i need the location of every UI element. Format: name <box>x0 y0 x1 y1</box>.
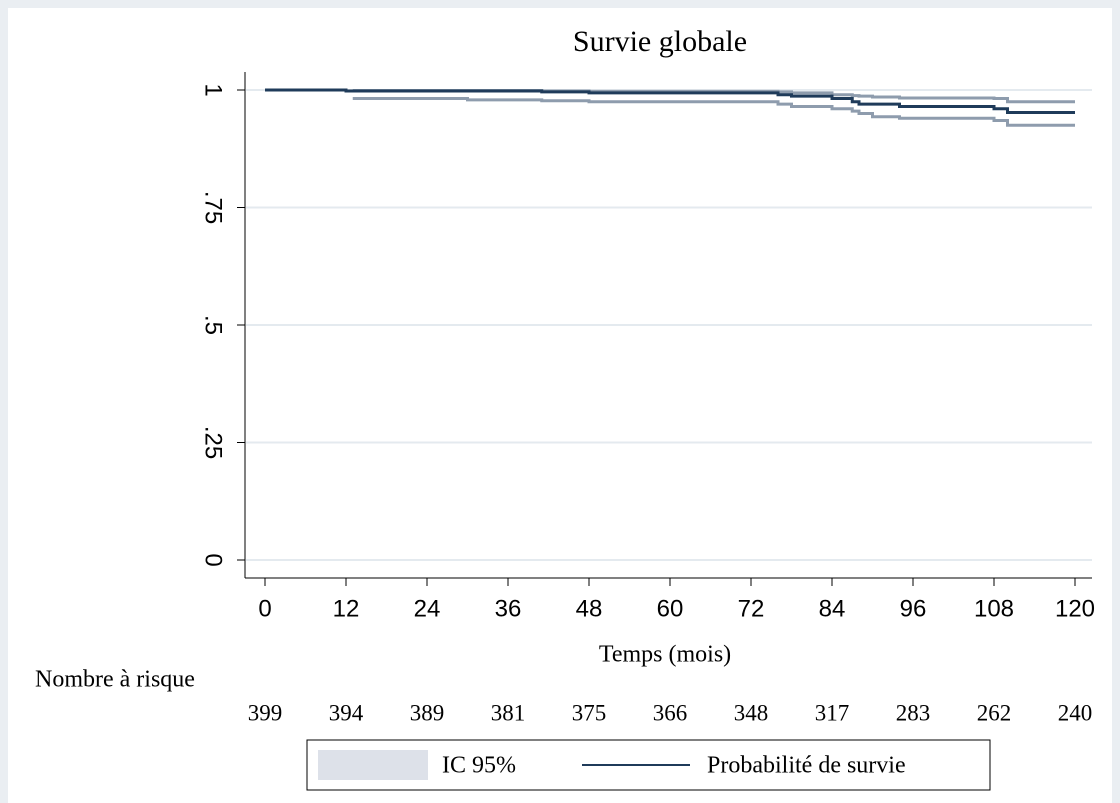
y-tick-label: .75 <box>200 191 227 224</box>
y-tick-label: .25 <box>200 426 227 459</box>
risk-count: 366 <box>653 700 688 725</box>
y-tick-label: 0 <box>200 553 227 566</box>
x-tick-label: 60 <box>657 595 684 622</box>
risk-count: 399 <box>248 700 283 725</box>
y-tick-label: 1 <box>200 83 227 96</box>
risk-table-label: Nombre à risque <box>35 667 195 693</box>
x-tick-label: 120 <box>1055 595 1095 622</box>
legend-label: IC 95% <box>442 753 516 779</box>
risk-count: 317 <box>815 700 850 725</box>
risk-count: 394 <box>329 700 364 725</box>
graph-region <box>8 8 1112 803</box>
x-tick-label: 84 <box>819 595 846 622</box>
survival-line <box>265 88 1075 115</box>
x-tick-label: 108 <box>974 595 1014 622</box>
risk-count: 262 <box>977 700 1012 725</box>
x-tick-label: 48 <box>576 595 603 622</box>
x-tick-label: 96 <box>900 595 927 622</box>
x-tick-label: 12 <box>333 595 360 622</box>
legend-label: Probabilité de survie <box>707 753 906 779</box>
y-tick-label: .5 <box>200 315 227 335</box>
risk-count: 381 <box>491 700 526 725</box>
x-tick-label: 72 <box>738 595 765 622</box>
risk-count: 348 <box>734 700 769 725</box>
x-axis-label: Temps (mois) <box>599 642 731 668</box>
chart-title: Survie globale <box>573 25 747 58</box>
risk-count: 240 <box>1058 700 1093 725</box>
risk-count: 389 <box>410 700 445 725</box>
risk-count: 375 <box>572 700 607 725</box>
x-tick-label: 36 <box>495 595 522 622</box>
risk-count: 283 <box>896 700 931 725</box>
ci-line <box>352 96 1075 127</box>
x-tick-label: 24 <box>414 595 441 622</box>
legend-swatch <box>318 750 428 780</box>
x-tick-label: 0 <box>258 595 271 622</box>
